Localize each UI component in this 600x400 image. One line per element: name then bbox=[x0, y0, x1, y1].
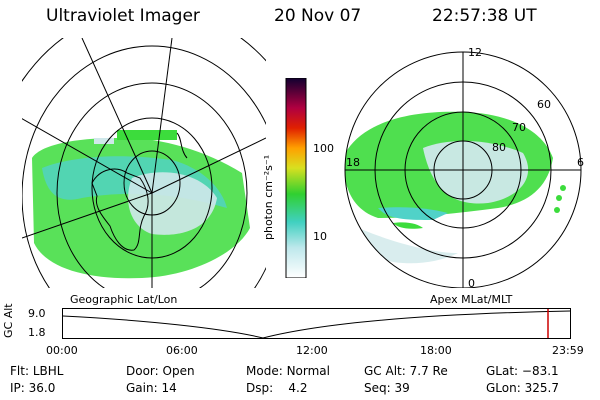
status-filter: Flt: LBHL bbox=[10, 364, 64, 378]
timeline-axis-label: GC Alt bbox=[2, 303, 15, 338]
status-ip: IP: 36.0 bbox=[10, 381, 56, 395]
aurora-pale-region bbox=[128, 172, 217, 235]
observation-time: 22:57:38 UT bbox=[432, 6, 537, 26]
continent-outline bbox=[91, 168, 149, 251]
right-caption: Apex MLat/MLT bbox=[430, 293, 513, 306]
mlt-label-0: 0 bbox=[468, 277, 475, 290]
time-tick-2359: 23:59 bbox=[552, 344, 584, 357]
altitude-curve bbox=[62, 310, 571, 339]
mlt-label-18: 18 bbox=[346, 156, 360, 169]
time-tick-0000: 00:00 bbox=[46, 344, 78, 357]
status-glon: GLon: 325.7 bbox=[486, 381, 559, 395]
status-seq: Seq: 39 bbox=[364, 381, 410, 395]
polar-cap-pale bbox=[423, 141, 529, 204]
mlat-label-70: 70 bbox=[512, 121, 526, 134]
left-caption: Geographic Lat/Lon bbox=[70, 293, 178, 306]
status-glat: GLat: −83.1 bbox=[486, 364, 559, 378]
colorbar-unit-label: photon cm⁻²s⁻¹ bbox=[262, 154, 275, 240]
colorbar bbox=[285, 78, 307, 278]
time-tick-1800: 18:00 bbox=[420, 344, 452, 357]
image-title: Ultraviolet Imager bbox=[46, 6, 200, 26]
aurora-faint bbox=[94, 138, 114, 144]
colorbar-tick-10: 10 bbox=[313, 230, 327, 243]
mlat-label-80: 80 bbox=[492, 141, 506, 154]
mlt-label-6: 6 bbox=[577, 156, 584, 169]
timeline-y-label-bottom: 1.8 bbox=[28, 326, 46, 339]
altitude-timeline bbox=[62, 308, 571, 339]
time-tick-1200: 12:00 bbox=[296, 344, 328, 357]
timeline-y-label-top: 9.0 bbox=[28, 307, 46, 320]
mlat-label-60: 60 bbox=[537, 98, 551, 111]
status-gain: Gain: 14 bbox=[126, 381, 177, 395]
aurora-arc bbox=[117, 130, 177, 140]
status-mode: Mode: Normal bbox=[246, 364, 330, 378]
apex-mlat-mlt-image bbox=[344, 51, 582, 288]
status-dsp: Dsp: 4.2 bbox=[246, 381, 308, 395]
time-tick-0600: 06:00 bbox=[166, 344, 198, 357]
status-gc-alt: GC Alt: 7.7 Re bbox=[364, 364, 448, 378]
status-door: Door: Open bbox=[126, 364, 195, 378]
geographic-image bbox=[22, 38, 266, 288]
observation-date: 20 Nov 07 bbox=[274, 6, 362, 26]
colorbar-tick-100: 100 bbox=[313, 142, 334, 155]
mlt-label-12: 12 bbox=[468, 46, 482, 59]
